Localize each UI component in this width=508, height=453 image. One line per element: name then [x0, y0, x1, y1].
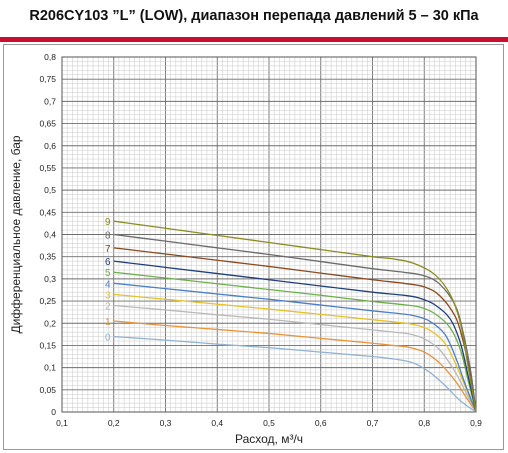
x-tick-label: 0,3: [160, 418, 172, 428]
series-curves: [113, 220, 477, 413]
series-label-0: 0: [105, 333, 111, 344]
y-tick-label: 0,05: [39, 385, 56, 395]
y-tick-label: 0,75: [39, 74, 56, 84]
grid-lines: [61, 56, 477, 413]
y-tick-label: 0,1: [44, 363, 56, 373]
chart-title: R206CY103 ”L” (LOW), диапазон перепада д…: [29, 8, 479, 24]
x-tick-label: 0,4: [211, 418, 223, 428]
series-line-9: [113, 220, 477, 413]
y-tick-label: 0,35: [39, 252, 56, 262]
series-line-7: [113, 247, 477, 413]
y-tick-label: 0,7: [44, 96, 56, 106]
series-label-8: 8: [105, 231, 111, 242]
chart-frame: [3, 44, 504, 450]
x-axis-title: Расход, м³/ч: [235, 432, 303, 446]
series-label-6: 6: [105, 257, 111, 268]
series-line-4: [113, 282, 477, 413]
x-tick-label: 0,6: [315, 418, 327, 428]
y-tick-label: 0,8: [44, 52, 56, 62]
x-tick-label: 0,9: [470, 418, 482, 428]
series-label-9: 9: [105, 217, 111, 228]
series-label-7: 7: [105, 244, 111, 255]
y-tick-label: 0,3: [44, 274, 56, 284]
y-tick-label: 0,5: [44, 185, 56, 195]
y-tick-label: 0,65: [39, 119, 56, 129]
series-line-6: [113, 260, 477, 413]
y-tick-label: 0,45: [39, 207, 56, 217]
y-axis-title: Дифференциальное давление, бар: [9, 135, 23, 333]
x-tick-label: 0,5: [263, 418, 275, 428]
y-tick-label: 0: [51, 407, 56, 417]
x-tick-label: 0,7: [367, 418, 379, 428]
title-divider: [0, 37, 508, 42]
series-label-2: 2: [105, 302, 111, 313]
x-tick-label: 0,1: [56, 418, 68, 428]
series-line-0: [113, 335, 477, 413]
y-tick-label: 0,2: [44, 318, 56, 328]
y-tick-label: 0,15: [39, 340, 56, 350]
y-tick-label: 0,55: [39, 163, 56, 173]
plot-border: [61, 56, 477, 413]
series-label-3: 3: [105, 290, 111, 301]
series-label-4: 4: [105, 279, 111, 290]
series-line-3: [113, 293, 477, 413]
series-line-2: [113, 304, 477, 413]
y-tick-label: 0,4: [44, 230, 56, 240]
series-line-1: [113, 320, 477, 413]
x-tick-label: 0,8: [418, 418, 430, 428]
series-line-8: [113, 233, 477, 413]
series-label-1: 1: [105, 317, 111, 328]
y-tick-label: 0,25: [39, 296, 56, 306]
series-label-5: 5: [105, 268, 111, 279]
x-tick-label: 0,2: [108, 418, 120, 428]
tick-labels: 0,1 0,2 0,3 0,4 0,5 0,6 0,7 0,8 0,9 0 0,05 0,1 0,15 0…: [39, 52, 482, 428]
series-line-5: [113, 271, 477, 413]
y-tick-label: 0,6: [44, 141, 56, 151]
